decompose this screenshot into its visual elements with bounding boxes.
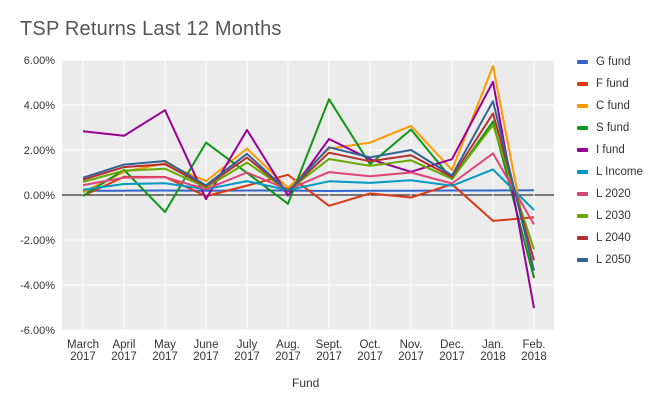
series-line-l-2030: [82, 124, 535, 250]
y-axis-tick-labels: 6.00% 4.00% 2.00% 0.00% -2.00% -4.00% -6.00%: [20, 55, 55, 337]
legend-label: L 2030: [596, 210, 631, 222]
x-tick-label: Nov. 2017: [398, 339, 424, 363]
legend-item: L 2020: [577, 183, 665, 205]
series-lines: [82, 65, 535, 309]
x-tick-label: April 2017: [111, 339, 137, 363]
series-line-l-income: [82, 168, 535, 211]
legend-label: L 2020: [596, 188, 631, 200]
x-axis-title: Fund: [292, 376, 320, 390]
y-tick-label: 2.00%: [24, 145, 55, 157]
y-tick-label: 0.00%: [24, 190, 55, 202]
y-tick-label: 6.00%: [24, 55, 55, 67]
legend-item: G fund: [577, 51, 665, 73]
legend-item: L 2050: [577, 249, 665, 271]
legend-label: F fund: [596, 78, 629, 90]
series-line-l-2040: [82, 112, 535, 261]
legend-label: C fund: [596, 100, 630, 112]
x-tick-label: July 2017: [234, 339, 260, 363]
legend-swatch: [577, 148, 588, 152]
legend-swatch: [577, 126, 588, 130]
x-tick-label: Aug. 2017: [275, 339, 301, 363]
legend: G fund F fund C fund S fund I fund L Income L …: [577, 51, 665, 271]
legend-item: L 2040: [577, 227, 665, 249]
x-tick-label: Feb. 2018: [521, 339, 547, 363]
chart-title: TSP Returns Last 12 Months: [20, 18, 282, 40]
legend-label: L Income: [596, 166, 643, 178]
y-tick-label: -4.00%: [20, 280, 55, 292]
legend-label: I fund: [596, 144, 625, 156]
x-tick-label: Sept. 2017: [316, 339, 343, 363]
x-tick-label: Jan. 2018: [480, 339, 506, 363]
series-line-i-fund: [82, 80, 535, 309]
legend-item: L 2030: [577, 205, 665, 227]
legend-label: L 2050: [596, 254, 631, 266]
x-tick-label: May 2017: [152, 339, 178, 363]
legend-item: C fund: [577, 95, 665, 117]
legend-label: G fund: [596, 56, 631, 68]
legend-swatch: [577, 236, 588, 240]
series-line-l-2020: [82, 152, 535, 225]
y-tick-label: 4.00%: [24, 100, 55, 112]
legend-swatch: [577, 214, 588, 218]
legend-swatch: [577, 82, 588, 86]
x-tick-label: June 2017: [193, 339, 219, 363]
legend-item: I fund: [577, 139, 665, 161]
legend-swatch: [577, 170, 588, 174]
legend-swatch: [577, 192, 588, 196]
x-tick-label: Dec. 2017: [439, 339, 465, 363]
x-tick-label: March 2017: [67, 339, 99, 363]
legend-label: L 2040: [596, 232, 631, 244]
legend-item: L Income: [577, 161, 665, 183]
y-tick-label: -6.00%: [20, 325, 55, 337]
legend-swatch: [577, 258, 588, 262]
series-line-l-2050: [82, 100, 535, 271]
legend-swatch: [577, 60, 588, 64]
x-axis-tick-labels: March 2017 April 2017 May 2017 June 2017 July 201…: [67, 339, 547, 363]
legend-swatch: [577, 104, 588, 108]
legend-item: S fund: [577, 117, 665, 139]
x-tick-label: Oct. 2017: [357, 339, 383, 363]
y-tick-label: -2.00%: [20, 235, 55, 247]
legend-label: S fund: [596, 122, 630, 134]
legend-item: F fund: [577, 73, 665, 95]
